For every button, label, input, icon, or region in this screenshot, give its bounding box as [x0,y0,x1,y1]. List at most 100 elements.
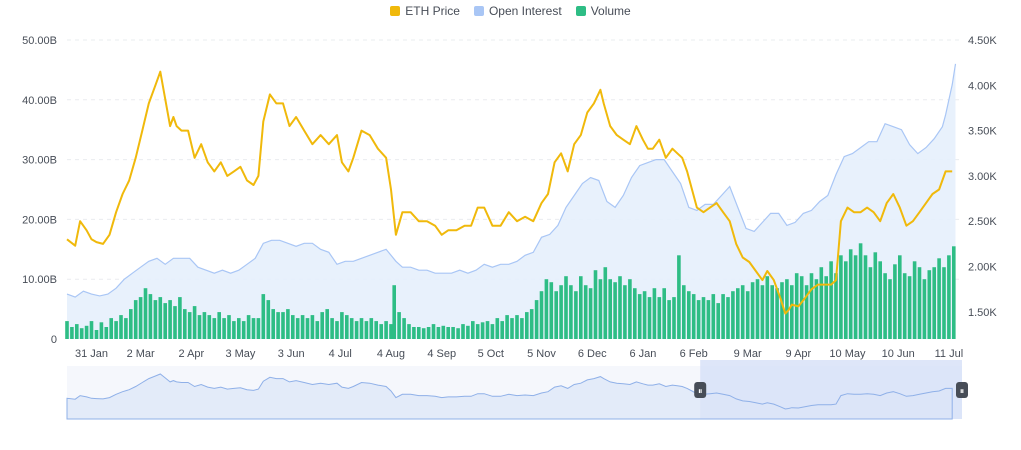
volume-bar [163,303,167,339]
volume-bar [760,285,765,339]
right-axis-tick-label: 3.50K [968,126,997,138]
volume-bar [374,321,378,339]
volume-bar [475,324,480,339]
volume-bar [490,324,495,339]
volume-bar [819,267,824,339]
volume-bar [652,288,657,339]
volume-bar [848,249,853,339]
volume-bar [907,276,912,339]
volume-bar [340,312,344,339]
open-interest-line [66,63,957,298]
volume-bar [124,318,128,339]
volume-bar [628,279,632,339]
navigator-handle-grip-icon: ⏸ [960,386,965,396]
volume-bar [858,243,863,339]
volume-bar [281,312,285,339]
volume-bar [471,321,475,339]
legend-swatch-open-interest [473,6,484,16]
volume-bar [706,300,711,339]
volume-bar [148,294,153,339]
volume-bar [716,303,720,339]
volume-bar [407,324,411,339]
volume-bar [286,309,290,339]
volume-bar [202,312,207,339]
volume-bar [927,270,932,339]
volume-bar [305,318,310,339]
volume-bar [598,279,603,339]
volume-bar [480,322,485,339]
x-axis-tick-label: 6 Feb [680,348,708,360]
right-axis: 1.50K 2.00K 2.50K 3.00K 3.50K 4.00K 4.50K [968,35,997,319]
volume-bar [613,282,617,339]
volume-bar [379,324,383,339]
volume-bar [937,258,941,339]
volume-bar [384,321,388,339]
volume-bar [750,282,755,339]
navigator-handle-left[interactable] [694,382,707,398]
volume-bar [740,285,745,339]
volume-bar [883,273,887,339]
volume-bar [266,300,271,339]
volume-bar [412,327,416,339]
x-axis-tick-label: 2 Apr [179,348,205,360]
volume-bar [153,300,158,339]
legend-label-eth-price: ETH Price [405,4,460,18]
legend-item-volume[interactable]: Volume [575,4,631,18]
right-axis-tick-label: 2.00K [968,262,997,274]
volume-bar [359,318,364,339]
volume-bar [667,300,671,339]
x-axis-tick-label: 5 Nov [527,348,556,360]
x-axis-tick-label: 5 Oct [478,348,504,360]
volume-bar [79,328,84,339]
legend-swatch-eth-price [390,6,401,16]
volume-bar [647,297,652,339]
volume-bar [345,315,349,339]
volume-bar [158,297,163,339]
volume-bar [731,291,735,339]
volume-bar [461,324,465,339]
volume-bar [662,288,666,339]
volume-bar [397,312,401,339]
left-axis: 0 10.00B 20.00B 30.00B 40.00B 50.00B [22,35,57,346]
volume-bar [603,267,608,339]
legend-item-open-interest[interactable]: Open Interest [473,4,562,18]
legend-item-eth-price[interactable]: ETH Price [390,4,460,18]
right-axis-tick-label: 1.50K [968,307,997,319]
x-axis-tick-label: 10 Jun [882,348,915,360]
open-interest-area-fill [67,63,956,340]
left-axis-tick-label: 30.00B [22,155,57,167]
volume-bar [241,321,246,339]
volume-bar [389,324,393,339]
volume-bar [446,327,450,339]
navigator-handle-grip-icon: ⏸ [698,386,703,396]
volume-bar [839,255,843,339]
volume-bar [143,288,148,339]
navigator-handle-right[interactable] [956,382,968,398]
volume-bar [902,273,907,339]
volume-bar [505,315,509,339]
volume-bar [207,315,212,339]
x-axis-tick-label: 9 Mar [734,348,762,360]
volume-bar [500,321,504,339]
x-axis-tick-label: 6 Jan [629,348,656,360]
volume-bar [888,279,892,339]
volume-bar [256,318,261,339]
volume-bar [520,318,524,339]
x-axis-tick-label: 2 Mar [127,348,155,360]
volume-bar [559,285,563,339]
range-navigator[interactable]: ⏸ ⏸ [66,360,968,420]
volume-bar [431,324,436,339]
volume-bar [426,327,431,339]
volume-bar [232,321,236,339]
volume-bar [721,294,725,339]
x-axis-tick-label: 4 Aug [377,348,405,360]
volume-bar [765,276,770,339]
volume-bar [325,309,329,339]
volume-bar [515,315,519,339]
legend-swatch-volume [575,6,586,16]
volume-bar [677,255,681,339]
volume-bar [701,297,706,339]
volume-bar [554,291,558,339]
volume-bar [834,273,838,339]
